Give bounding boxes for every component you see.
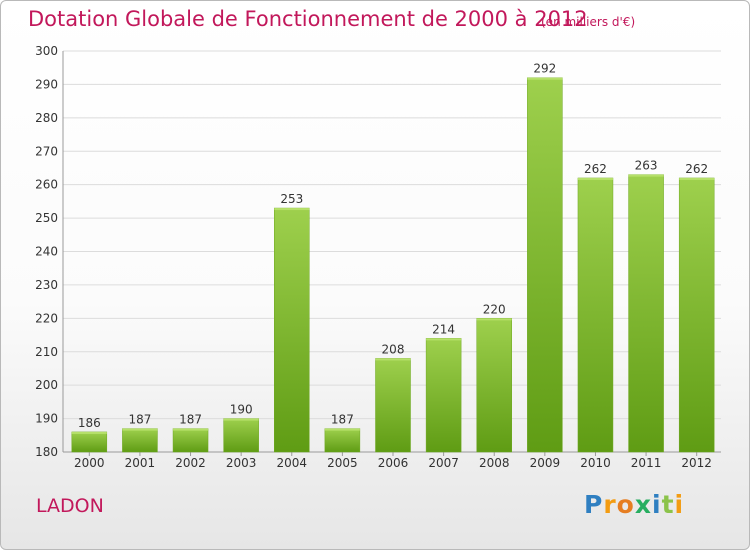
x-tick-label: 2008 (479, 456, 510, 470)
x-tick-label: 2012 (681, 456, 712, 470)
y-tick-label: 280 (35, 111, 58, 125)
chart-subtitle: (en milliers d'€) (541, 15, 636, 29)
bar-top-highlight (375, 358, 411, 361)
data-label: 253 (280, 192, 303, 206)
y-tick-label: 200 (35, 378, 58, 392)
bar-top-highlight (476, 318, 512, 321)
y-tick-label: 190 (35, 412, 58, 426)
bars (71, 77, 715, 453)
y-tick-label: 210 (35, 345, 58, 359)
x-tick-label: 2006 (378, 456, 409, 470)
bar-2005 (324, 428, 361, 453)
data-label: 262 (685, 162, 708, 176)
commune-name: LADON (36, 495, 104, 517)
x-tick-label: 2010 (580, 456, 611, 470)
bar-top-highlight (426, 338, 462, 341)
bar-top-highlight (71, 431, 107, 434)
logo-letter: t (661, 490, 675, 519)
bar-top-highlight (577, 177, 613, 180)
data-label: 190 (230, 403, 253, 417)
y-tick-label: 240 (35, 245, 58, 259)
y-tick-label: 260 (35, 178, 58, 192)
data-label: 214 (432, 322, 455, 336)
y-tick-label: 270 (35, 144, 58, 158)
y-tick-label: 300 (35, 44, 58, 58)
bar-2002 (172, 428, 209, 453)
bar-top-highlight (223, 418, 259, 421)
data-label: 220 (483, 302, 506, 316)
logo-letter: P (584, 490, 604, 519)
bar-2012 (678, 177, 715, 453)
x-tick-label: 2007 (428, 456, 459, 470)
bar-top-highlight (122, 428, 158, 431)
y-tick-label: 180 (35, 445, 58, 459)
logo-letter: x (634, 490, 652, 519)
bar-2006 (375, 358, 411, 453)
bar-2008 (476, 318, 512, 453)
bar-top-highlight (679, 177, 715, 180)
data-label: 208 (382, 342, 405, 356)
data-label: 187 (331, 413, 354, 427)
logo-letter: r (603, 490, 617, 519)
bar-2001 (122, 428, 158, 453)
y-tick-label: 230 (35, 278, 58, 292)
x-tick-label: 2005 (327, 456, 358, 470)
y-tick-label: 290 (35, 77, 58, 91)
bar-top-highlight (628, 174, 664, 177)
bar-2010 (577, 177, 614, 453)
logo-letter: i (674, 490, 685, 519)
data-labels: 186 187 187 190 253 187 208 214 220 292 262 263 262 (78, 62, 708, 430)
chart-title: Dotation Globale de Fonctionnement de 20… (28, 7, 588, 31)
x-tick-label: 2009 (530, 456, 561, 470)
x-tick-label: 2000 (74, 456, 105, 470)
data-label: 187 (128, 413, 151, 427)
x-tick-label: 2002 (175, 456, 206, 470)
x-tick-label: 2001 (125, 456, 156, 470)
x-tick-label: 2004 (276, 456, 307, 470)
data-label: 263 (635, 159, 658, 173)
bar-2003 (223, 418, 259, 453)
bar-2007 (425, 338, 462, 453)
bar-top-highlight (173, 428, 209, 431)
bar-2004 (274, 207, 310, 453)
logo-letter: o (616, 490, 635, 519)
bar-top-highlight (274, 208, 310, 211)
data-label: 262 (584, 162, 607, 176)
bar-top-highlight (324, 428, 360, 431)
bar-2011 (628, 174, 664, 453)
data-label: 186 (78, 416, 101, 430)
bar-2000 (71, 431, 108, 453)
y-tick-label: 220 (35, 311, 58, 325)
x-tick-label: 2011 (631, 456, 662, 470)
y-tick-label: 250 (35, 211, 58, 225)
bar-2009 (527, 77, 563, 453)
data-label: 292 (533, 62, 556, 76)
data-label: 187 (179, 413, 202, 427)
bar-top-highlight (527, 77, 563, 80)
proxiti-logo: Proxiti (584, 490, 684, 519)
x-tick-label: 2003 (226, 456, 257, 470)
logo-letter: i (652, 490, 662, 519)
